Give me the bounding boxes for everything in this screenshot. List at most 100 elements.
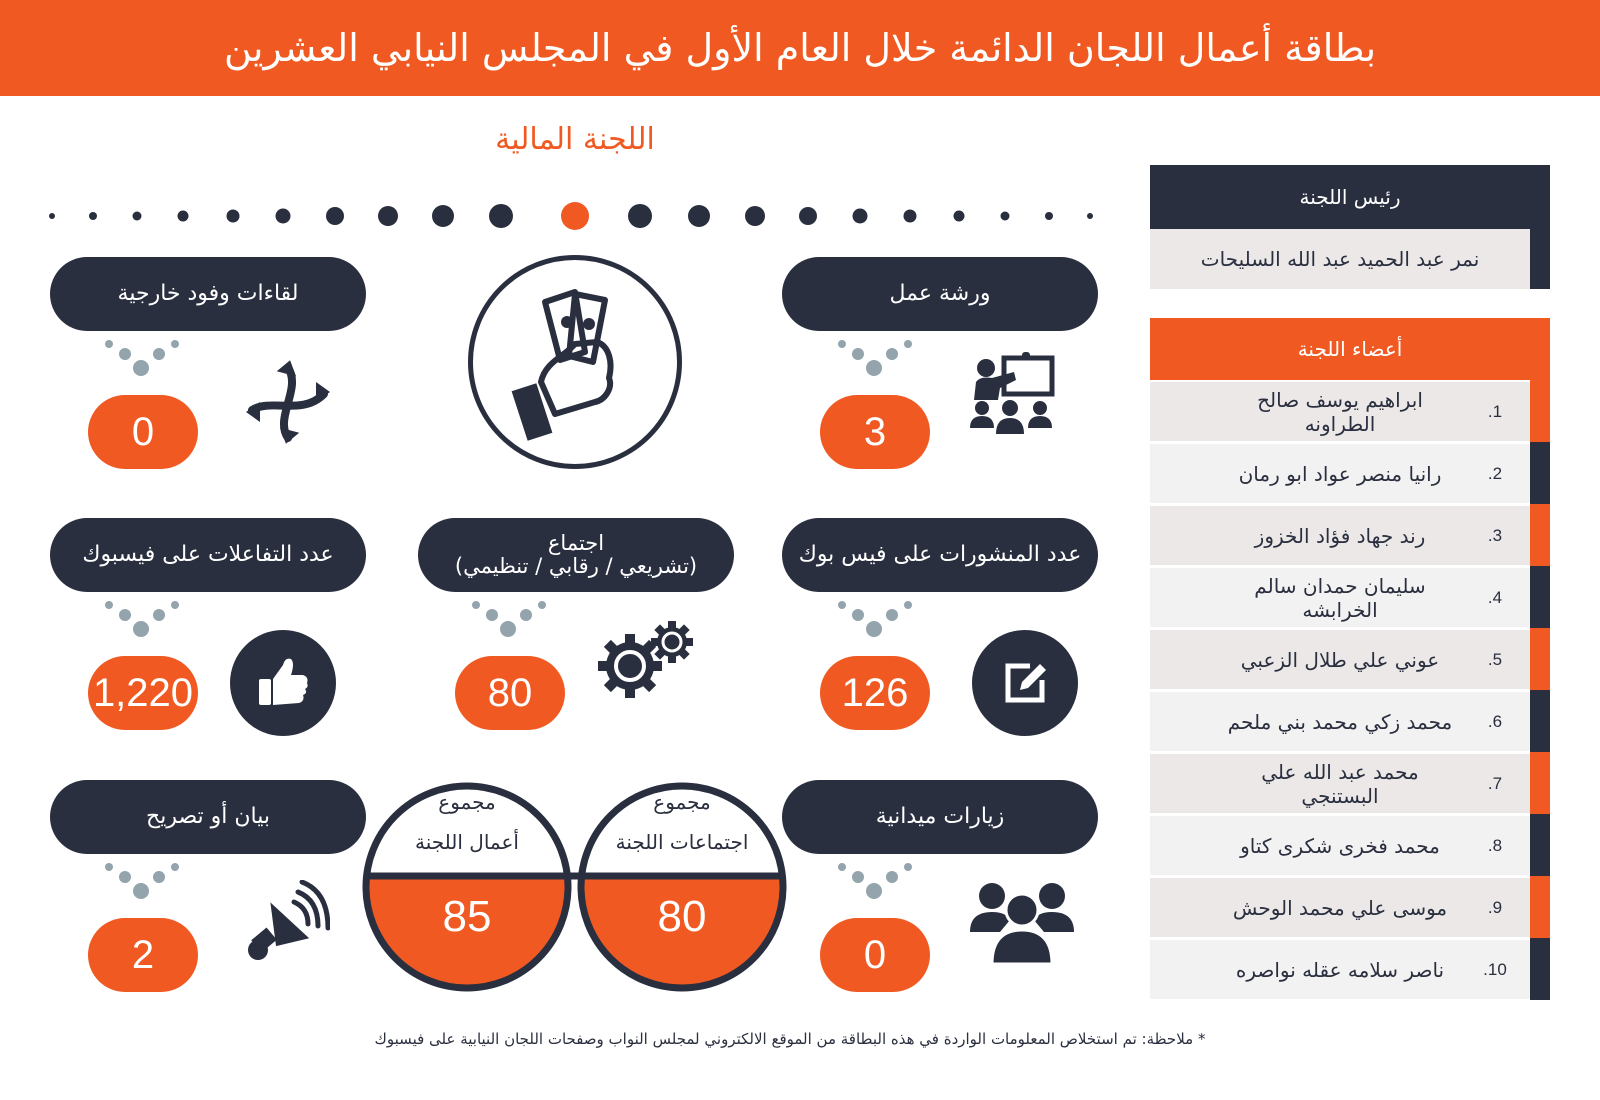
chair-heading-text: رئيس اللجنة [1299,185,1401,209]
member-number: 5. [1487,649,1503,669]
member-row: 6. محمد زكي محمد بني ملحم [1150,692,1530,751]
chair-accent-bar [1530,229,1550,289]
dots-timeline [45,196,1105,236]
stat-label-text: عدد المنشورات على فيس بوك [798,541,1082,567]
member-name: ناصر سلامه عقله نواصره [1235,957,1445,982]
dot [953,210,965,222]
total-works-label-line2: أعمال اللجنة [415,830,519,854]
member-name: رند جهاد فؤاد الخزوز [1254,523,1426,548]
totals-panel: مجموع أعمال اللجنة 85 مجموع اجتماعات الل… [362,780,787,995]
dot [326,207,344,225]
member-name: موسى علي محمد الوحش [1232,895,1448,920]
megaphone-icon [246,880,330,964]
member-number: 6. [1487,711,1503,731]
dot [177,210,189,222]
stat-label-field-visits: زيارات ميدانية [782,780,1098,854]
dot [628,204,652,228]
total-meetings-label-line1: مجموع [653,790,711,814]
presentation-icon [970,352,1060,442]
total-meetings-label-line2: اجتماعات اللجنة [615,830,749,854]
stat-value-statements: 2 [88,918,198,992]
thumbs-up-icon [230,630,336,736]
member-name: ابراهيم يوسف صالح الطراونه [1257,387,1423,436]
funnel-dots [103,863,183,903]
stat-label-facebook-posts: عدد المنشورات على فيس بوك [782,518,1098,592]
dot [226,209,240,223]
dot [745,206,765,226]
member-accent-bar [1530,504,1550,566]
arrows-exchange-icon [243,357,333,447]
funnel-dots [103,601,183,641]
stat-label-text: ورشة عمل [889,280,991,306]
gears-icon [596,620,696,700]
member-accent-bar [1530,752,1550,814]
dot [49,213,55,219]
dot [378,206,398,226]
group-icon [970,880,1074,964]
dot [903,209,917,223]
stat-value-foreign-delegations: 0 [88,395,198,469]
stat-value-facebook-interactions: 1,220 [88,656,198,730]
stat-value-meetings: 80 [455,656,565,730]
member-number: 3. [1487,525,1503,545]
member-accent-bar [1530,690,1550,752]
stat-label-text: لقاءات وفود خارجية [117,280,299,306]
stat-label-text: زيارات ميدانية [875,803,1005,829]
members-heading: أعضاء اللجنة [1150,318,1550,380]
dot [852,208,868,224]
member-row: 5. عوني علي طلال الزعبي [1150,630,1530,689]
stat-label-text: بيان أو تصريح [146,803,271,829]
stat-value-workshop: 3 [820,395,930,469]
stat-label-text: عدد التفاعلات على فيسبوك [82,541,334,567]
member-number: 10. [1483,959,1507,979]
stat-value-field-visits: 0 [820,918,930,992]
member-row: 8. محمد فخرى شكرى كتاو [1150,816,1530,875]
member-row: 4. سليمان حمدان سالم الخرابشه [1150,568,1530,627]
stat-value-facebook-posts: 126 [820,656,930,730]
chair-heading: رئيس اللجنة [1150,165,1550,229]
dot [799,207,817,225]
member-row: 10. ناصر سلامه عقله نواصره [1150,940,1530,999]
dot [1000,211,1010,221]
member-name: محمد فخرى شكرى كتاو [1240,833,1440,858]
member-number: 7. [1487,773,1503,793]
member-row: 7. محمد عبد الله علي البستنجي [1150,754,1530,813]
funnel-dots [470,601,550,641]
dot [1087,213,1093,219]
dot [1045,212,1053,220]
member-number: 4. [1487,587,1503,607]
chair-name: نمر عبد الحميد عبد الله السليحات [1150,229,1530,289]
member-number: 8. [1487,835,1503,855]
member-accent-bar [1530,380,1550,442]
member-accent-bar [1530,628,1550,690]
member-row: 1. ابراهيم يوسف صالح الطراونه [1150,382,1530,441]
dot [688,205,710,227]
dot [89,212,97,220]
stat-label-foreign-delegations: لقاءات وفود خارجية [50,257,366,331]
stat-label-line2: (تشريعي / رقابي / تنظيمي) [454,554,698,578]
member-row: 3. رند جهاد فؤاد الخزوز [1150,506,1530,565]
members-heading-text: أعضاء اللجنة [1297,337,1403,361]
edit-icon [972,630,1078,736]
member-name: رانيا منصر عواد ابو رمان [1238,461,1442,486]
member-name: سليمان حمدان سالم الخرابشه [1254,573,1426,622]
stat-label-statements: بيان أو تصريح [50,780,366,854]
member-number: 9. [1487,897,1503,917]
page-title: بطاقة أعمال اللجان الدائمة خلال العام ال… [223,26,1377,70]
member-name: محمد عبد الله علي البستنجي [1261,759,1419,808]
funnel-dots [836,601,916,641]
dot [432,205,454,227]
member-accent-bar [1530,938,1550,1000]
funnel-dots [103,340,183,380]
dot [132,211,142,221]
member-accent-bar [1530,566,1550,628]
dot [489,204,513,228]
member-number: 2. [1487,463,1503,483]
total-meetings-value: 80 [657,892,707,941]
member-name: محمد زكي محمد بني ملحم [1227,709,1453,734]
member-accent-bar [1530,442,1550,504]
member-accent-bar [1530,876,1550,938]
member-row: 9. موسى علي محمد الوحش [1150,878,1530,937]
money-hand-icon [468,255,682,469]
member-number: 1. [1487,401,1503,421]
